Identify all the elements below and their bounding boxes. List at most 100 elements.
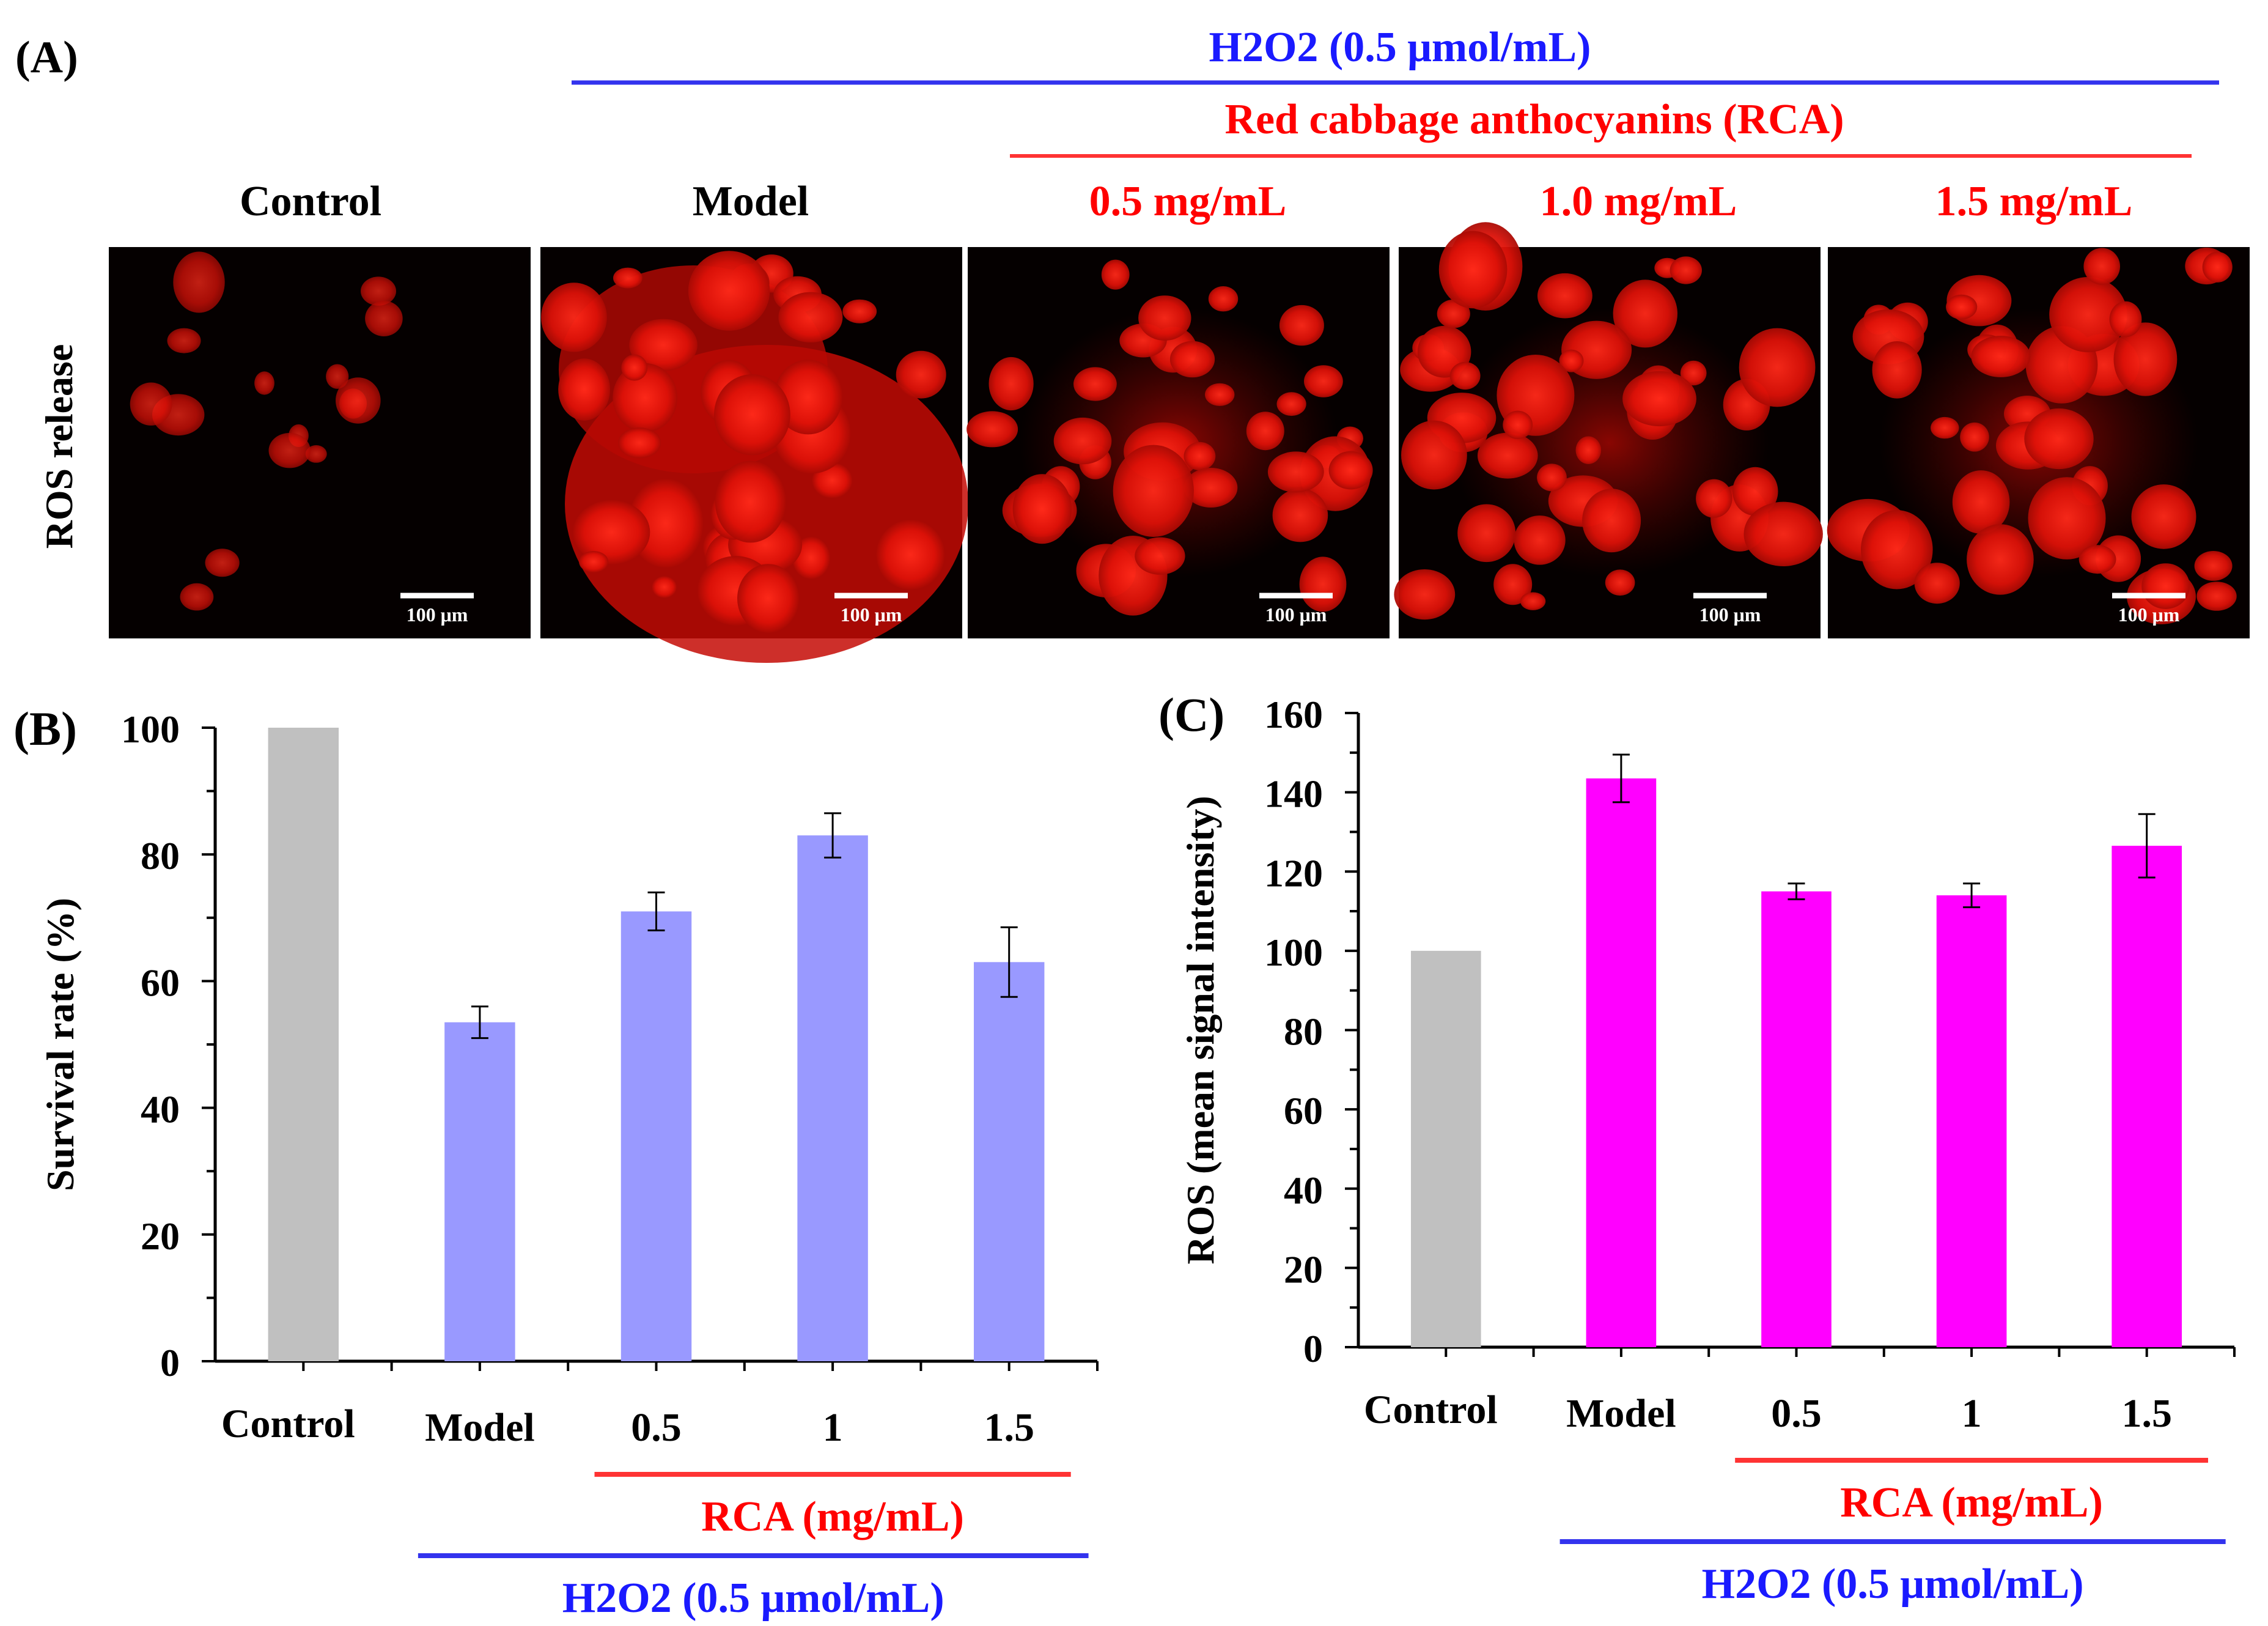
scale-bar-label: 100 μm [407,604,468,626]
cell-cluster [167,328,201,353]
micrograph-column: 0.5 mg/mL 100 μm [966,178,1390,638]
bar [620,911,692,1361]
cell-cluster [2196,582,2237,611]
cell-cluster [714,374,790,456]
cell-cluster [254,371,274,395]
micrograph-label: 0.5 mg/mL [1089,178,1287,225]
y-tick-label: 60 [141,961,180,1004]
cell-cluster [361,276,396,306]
cell-cluster [737,564,799,633]
cell-cluster [1732,467,1778,516]
panel-a-rca-label: Red cabbage anthocyanins (RCA) [1224,96,1844,143]
h2o2-group-label: H2O2 (0.5 μmol/mL) [1702,1561,2084,1608]
micrograph-label: Model [693,178,809,225]
cell-cluster [1304,365,1343,397]
cell-cluster [1205,383,1235,406]
scale-bar-label: 100 μm [1699,604,1761,626]
cell-cluster [2028,477,2106,560]
x-tick-label: 1.5 [2121,1391,2172,1436]
y-tick-label: 20 [1284,1247,1323,1291]
micrograph-image [109,247,531,638]
cell-cluster [1613,279,1677,348]
cell-cluster [1696,479,1732,518]
cell-cluster [1739,328,1816,407]
micrograph-column: Control 100 μm [109,178,531,638]
ros-intensity-chart: 0 20 40 60 80 100 120 140 160 Control Model 0.5 1 1.5… [1179,693,2236,1608]
cell-cluster [652,576,677,598]
bar [268,728,339,1361]
cell-cluster [1670,256,1702,284]
cell-cluster [180,583,214,611]
cell-cluster [173,251,225,313]
cell-cluster [1012,474,1072,544]
y-tick-label: 0 [160,1341,180,1384]
cell-cluster [876,520,945,590]
cell-cluster [1967,524,2034,595]
cell-cluster [1279,305,1324,346]
cell-cluster [2131,484,2196,549]
cell-cluster [628,479,704,568]
cell-cluster [2078,545,2116,574]
cell-cluster [1328,451,1373,490]
cell-cluster [1101,259,1130,290]
cell-cluster [205,549,240,577]
cell-cluster [1169,341,1215,378]
cell-cluster [1952,470,2010,534]
cell-cluster [989,357,1034,411]
cell-cluster [1184,468,1238,508]
cell-cluster [1073,367,1117,401]
y-tick-label: 100 [1264,931,1323,974]
x-tick-label: 0.5 [631,1405,682,1450]
cell-cluster [1438,231,1508,309]
y-tick-label: 80 [141,834,180,878]
x-tick-label: Control [1364,1388,1498,1432]
cell-cluster [268,433,311,468]
panel-b-label: (B) [13,702,77,755]
y-tick-label: 20 [141,1214,180,1258]
micrograph-label: 1.5 mg/mL [1935,178,2133,225]
cell-cluster [613,363,678,433]
cell-cluster [1537,273,1592,319]
cell-cluster [1946,294,1978,320]
cell-cluster [1401,420,1467,490]
cell-cluster [1960,422,1989,452]
cell-cluster [1457,504,1516,563]
cell-cluster [1582,489,1641,553]
cell-cluster [621,354,648,381]
cell-cluster [1493,564,1533,605]
cell-cluster [1537,464,1567,492]
bar [1586,778,1657,1347]
cell-cluster [336,377,381,424]
panel-c-label: (C) [1158,688,1224,741]
cell-cluster [1520,592,1546,610]
cell-cluster [1272,489,1328,542]
cell-cluster [579,551,609,573]
micrograph-column: 1.5 mg/mL 100 μm [1827,178,2250,638]
micrograph-label: 1.0 mg/mL [1540,178,1737,225]
cell-cluster [2141,563,2190,609]
cell-cluster [2049,277,2127,352]
cell-cluster [2194,551,2233,581]
cell-cluster [305,445,327,463]
panel-a-h2o2-label: H2O2 (0.5 μmol/mL) [1209,24,1591,71]
y-tick-label: 60 [1284,1089,1323,1133]
cell-cluster [1437,299,1470,328]
y-tick-label: 80 [1284,1010,1323,1054]
bar [797,835,868,1361]
cell-cluster [715,460,786,543]
x-tick-label: 1.5 [984,1405,1034,1450]
y-tick-label: 40 [141,1088,180,1131]
cell-cluster [365,300,403,336]
x-tick-label: Model [1566,1391,1676,1436]
cell-cluster [541,283,607,352]
cell-cluster [1449,361,1481,390]
h2o2-group-label: H2O2 (0.5 μmol/mL) [562,1575,944,1622]
cell-cluster [130,382,172,426]
micrograph-label: Control [240,178,381,225]
cell-cluster [2083,248,2120,285]
cell-cluster [1559,349,1584,372]
cell-cluster [1184,442,1216,471]
rca-group-label: RCA (mg/mL) [1840,1479,2103,1526]
cell-cluster [1622,371,1696,427]
y-tick-label: 100 [121,708,180,751]
